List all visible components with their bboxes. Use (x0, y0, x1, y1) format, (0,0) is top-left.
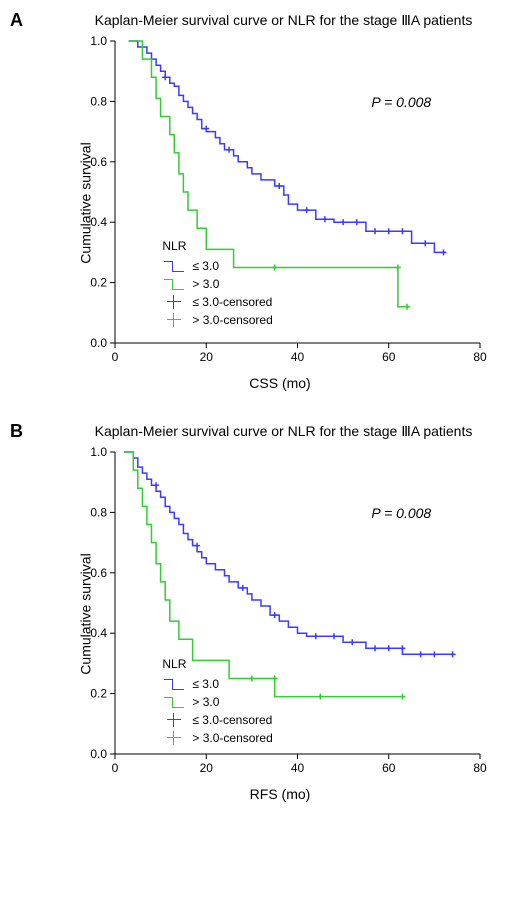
svg-text:40: 40 (291, 761, 305, 775)
censor-marker (404, 304, 410, 310)
censor-marker (331, 633, 337, 639)
legend-item: > 3.0-censored (162, 311, 272, 329)
legend-item: ≤ 3.0 (162, 675, 272, 693)
plus-icon (167, 313, 181, 327)
legend-item: ≤ 3.0 (162, 257, 272, 275)
legend-item-label: ≤ 3.0 (192, 675, 219, 693)
p-value-text: P = 0.008 (371, 505, 431, 521)
censor-marker (372, 228, 378, 234)
legend-item: > 3.0 (162, 693, 272, 711)
panel-B: B Kaplan-Meier survival curve or NLR for … (10, 421, 497, 802)
legend-item: > 3.0-censored (162, 729, 272, 747)
svg-text:0: 0 (112, 350, 119, 364)
panel-label: A (10, 10, 23, 31)
km-plot-svg: 0.00.20.40.60.81.0020406080 (70, 444, 490, 784)
legend-item-label: ≤ 3.0-censored (192, 293, 272, 311)
censor-marker (399, 645, 405, 651)
censor-marker (372, 645, 378, 651)
svg-text:20: 20 (200, 350, 214, 364)
legend-title: NLR (162, 237, 272, 255)
legend: NLR ≤ 3.0> 3.0≤ 3.0-censored> 3.0-censore… (162, 237, 272, 329)
legend-title: NLR (162, 655, 272, 673)
censor-marker (340, 219, 346, 225)
censor-marker (304, 207, 310, 213)
legend-item-label: > 3.0 (192, 275, 219, 293)
legend-item-label: > 3.0-censored (192, 729, 272, 747)
plus-icon (167, 713, 181, 727)
censor-marker (313, 633, 319, 639)
censor-marker (276, 183, 282, 189)
svg-text:80: 80 (473, 761, 487, 775)
plot-area: Cumulative survival0.00.20.40.60.81.0020… (70, 33, 490, 373)
censor-marker (422, 240, 428, 246)
svg-text:0.8: 0.8 (90, 94, 107, 108)
svg-text:60: 60 (382, 350, 396, 364)
plus-icon (167, 295, 181, 309)
svg-text:20: 20 (200, 761, 214, 775)
legend-item: > 3.0 (162, 275, 272, 293)
censor-marker (354, 219, 360, 225)
svg-text:0.0: 0.0 (90, 336, 107, 350)
censor-marker (441, 249, 447, 255)
svg-text:60: 60 (382, 761, 396, 775)
svg-text:1.0: 1.0 (90, 34, 107, 48)
km-plot-svg: 0.00.20.40.60.81.0020406080 (70, 33, 490, 373)
svg-text:40: 40 (291, 350, 305, 364)
censor-marker (226, 147, 232, 153)
censor-marker (203, 126, 209, 132)
censor-marker (317, 694, 323, 700)
censor-marker (153, 482, 159, 488)
legend: NLR ≤ 3.0> 3.0≤ 3.0-censored> 3.0-censore… (162, 655, 272, 747)
legend-item-label: > 3.0-censored (192, 311, 272, 329)
svg-text:1.0: 1.0 (90, 445, 107, 459)
x-axis-label: RFS (mo) (70, 786, 490, 802)
censor-marker (386, 645, 392, 651)
censor-marker (162, 74, 168, 80)
legend-item-label: ≤ 3.0 (192, 257, 219, 275)
plus-icon (167, 731, 181, 745)
panel-title: Kaplan-Meier survival curve or NLR for t… (70, 10, 497, 29)
p-value-text: P = 0.008 (371, 94, 431, 110)
panel-label: B (10, 421, 23, 442)
censor-marker (431, 651, 437, 657)
plot-area: Cumulative survival0.00.20.40.60.81.0020… (70, 444, 490, 784)
svg-text:0.2: 0.2 (90, 687, 107, 701)
censor-marker (349, 639, 355, 645)
legend-item-label: ≤ 3.0-censored (192, 711, 272, 729)
censor-marker (322, 216, 328, 222)
km-curve (124, 452, 453, 654)
panel-title: Kaplan-Meier survival curve or NLR for t… (70, 421, 497, 440)
svg-text:0.2: 0.2 (90, 276, 107, 290)
censor-marker (395, 265, 401, 271)
censor-marker (399, 694, 405, 700)
censor-marker (399, 228, 405, 234)
step-line-icon (164, 679, 184, 689)
y-axis-label: Cumulative survival (78, 553, 94, 674)
legend-item: ≤ 3.0-censored (162, 711, 272, 729)
censor-marker (194, 543, 200, 549)
censor-marker (240, 585, 246, 591)
km-curve (129, 41, 444, 252)
svg-text:0.8: 0.8 (90, 505, 107, 519)
censor-marker (418, 651, 424, 657)
censor-marker (450, 651, 456, 657)
svg-text:80: 80 (473, 350, 487, 364)
svg-text:0.0: 0.0 (90, 747, 107, 761)
x-axis-label: CSS (mo) (70, 375, 490, 391)
y-axis-label: Cumulative survival (78, 142, 94, 263)
svg-text:0: 0 (112, 761, 119, 775)
km-survival-figure: A Kaplan-Meier survival curve or NLR for … (0, 0, 507, 852)
step-line-icon (164, 261, 184, 271)
legend-item: ≤ 3.0-censored (162, 293, 272, 311)
legend-item-label: > 3.0 (192, 693, 219, 711)
censor-marker (386, 228, 392, 234)
censor-marker (272, 612, 278, 618)
panel-A: A Kaplan-Meier survival curve or NLR for … (10, 10, 497, 391)
step-line-icon (164, 279, 184, 289)
step-line-icon (164, 697, 184, 707)
